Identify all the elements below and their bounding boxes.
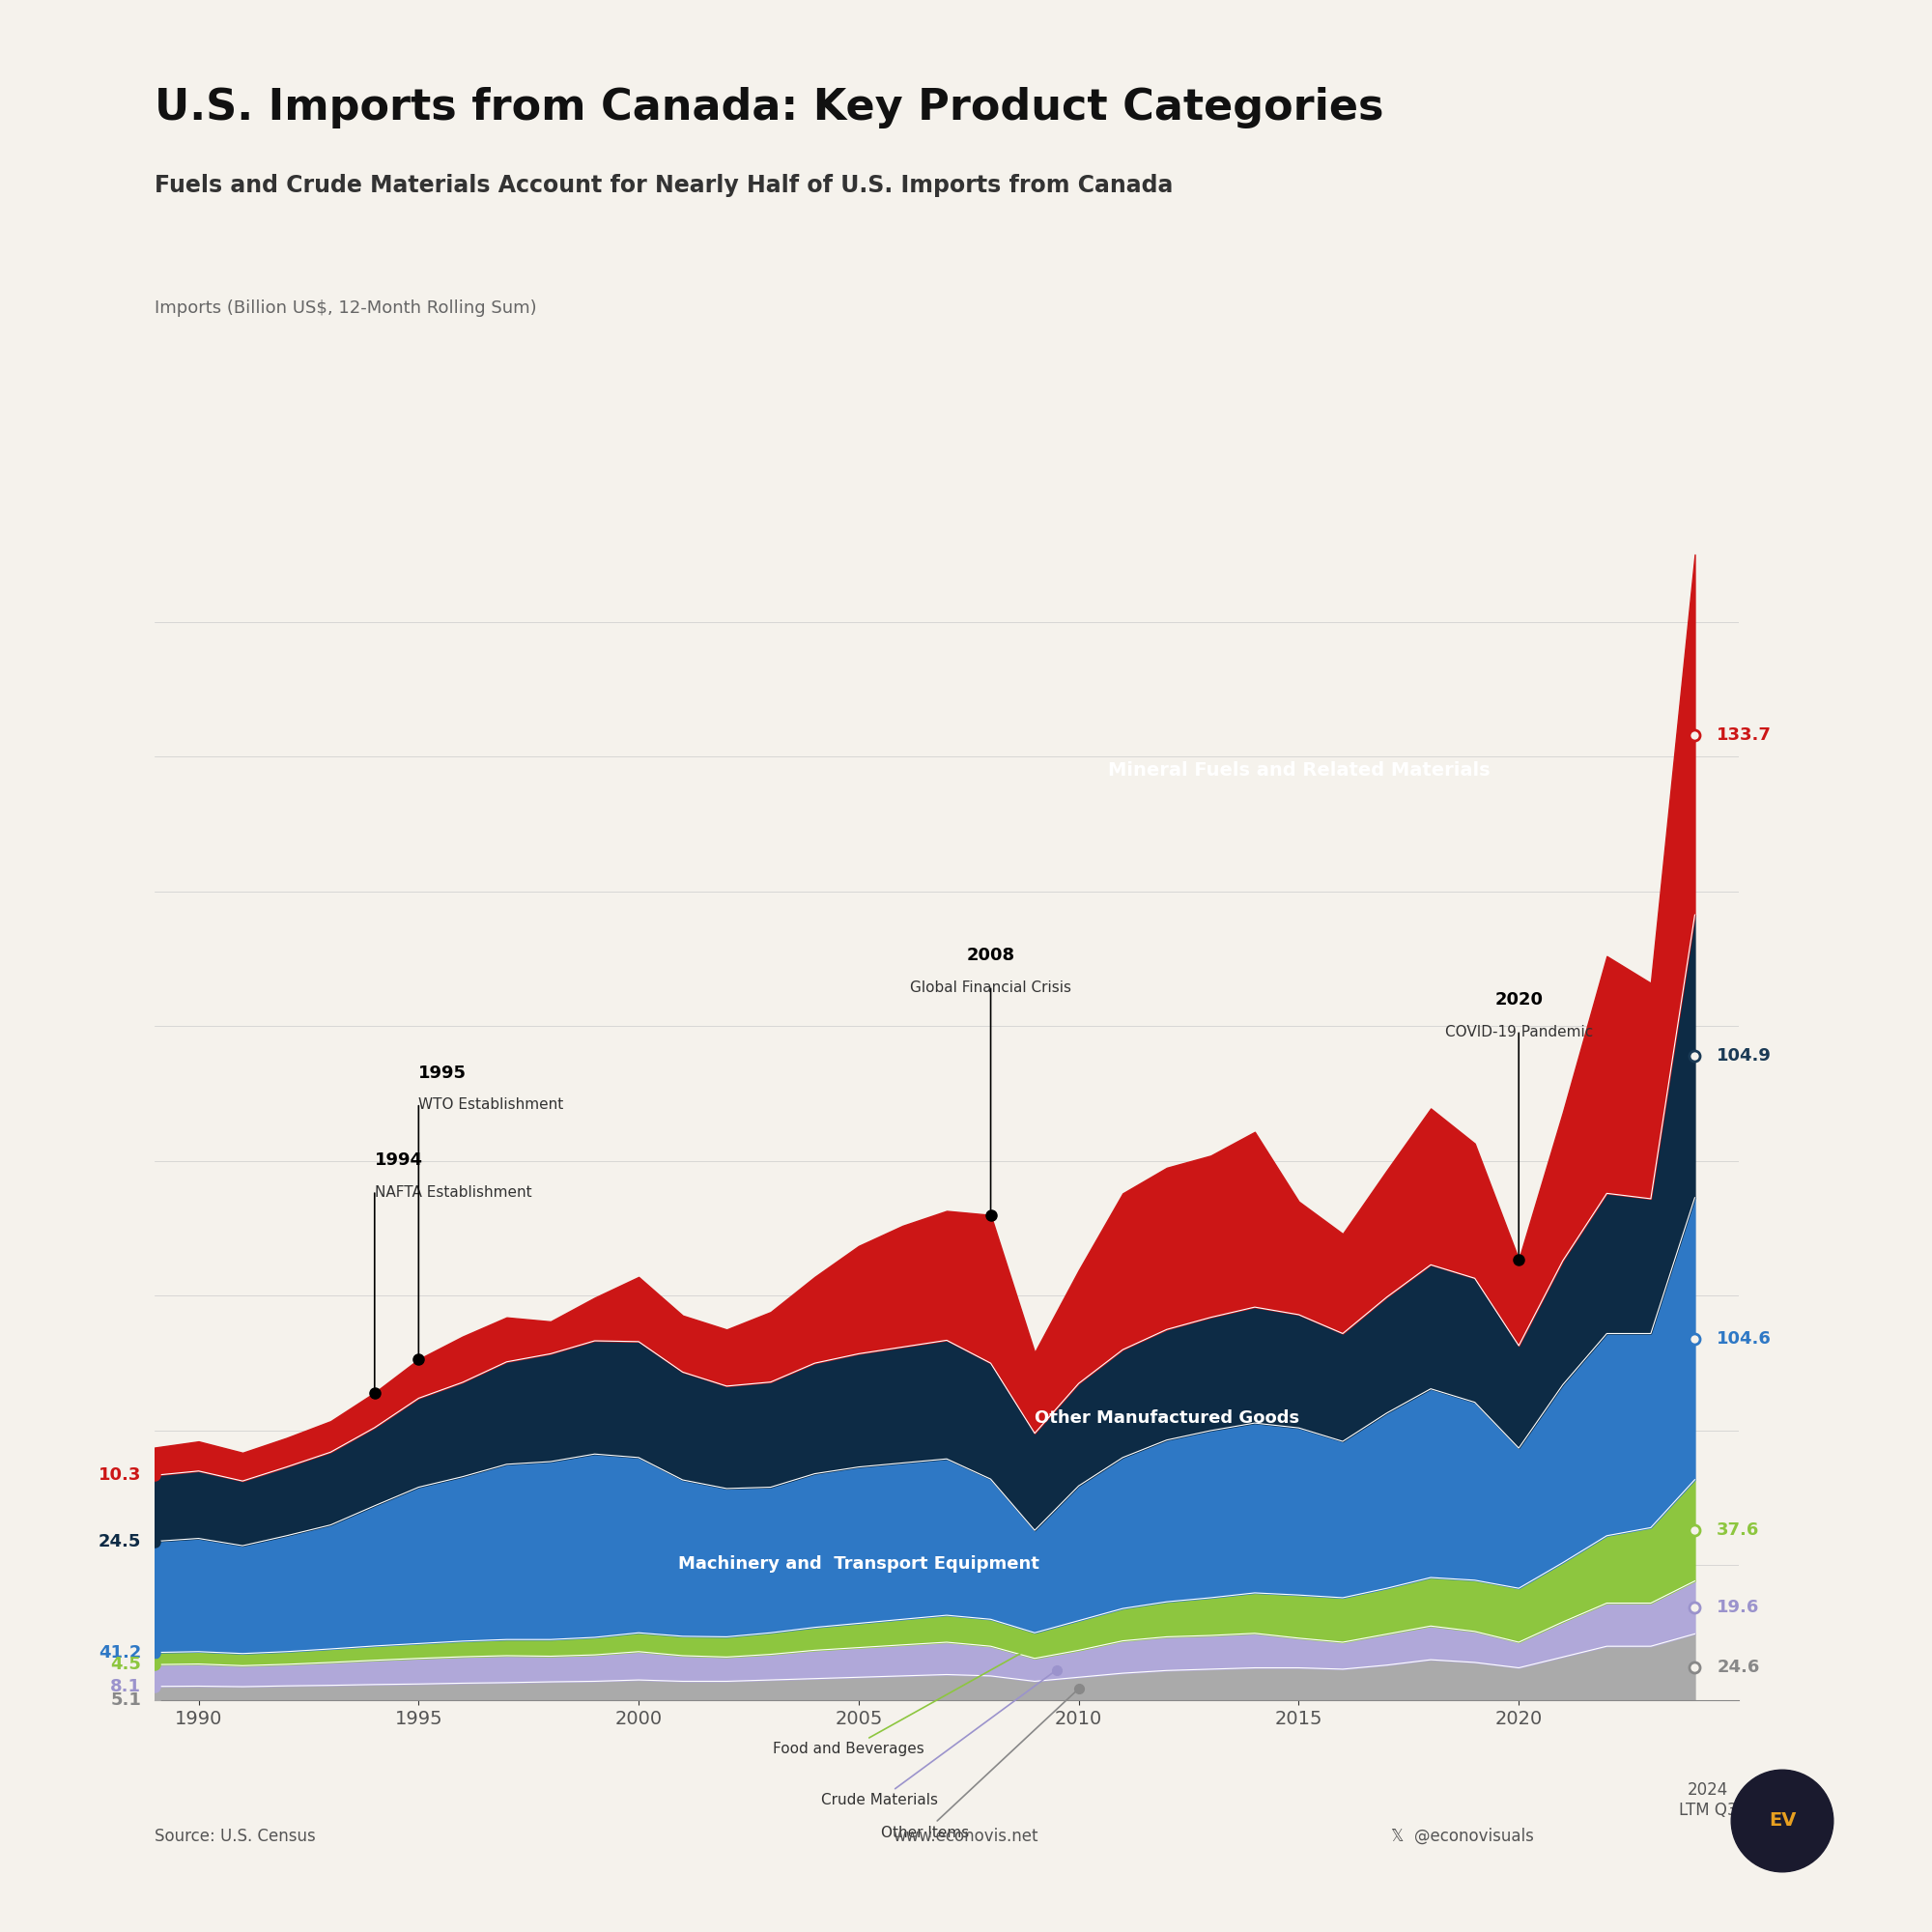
- Text: COVID-19 Pandemic: COVID-19 Pandemic: [1445, 1024, 1592, 1039]
- Text: 2024
LTM Q3: 2024 LTM Q3: [1679, 1781, 1737, 1818]
- Text: www.econovis.net: www.econovis.net: [893, 1828, 1039, 1845]
- Circle shape: [1731, 1770, 1833, 1872]
- Text: Imports (Billion US$, 12-Month Rolling Sum): Imports (Billion US$, 12-Month Rolling S…: [155, 299, 537, 317]
- Text: Fuels and Crude Materials Account for Nearly Half of U.S. Imports from Canada: Fuels and Crude Materials Account for Ne…: [155, 174, 1173, 197]
- Text: 10.3: 10.3: [99, 1466, 141, 1484]
- Text: NAFTA Establishment: NAFTA Establishment: [375, 1184, 531, 1200]
- Text: 1994: 1994: [375, 1151, 423, 1169]
- Text: Food and Beverages: Food and Beverages: [773, 1646, 1032, 1756]
- Text: Crude Materials: Crude Materials: [821, 1671, 1055, 1808]
- Text: 24.5: 24.5: [99, 1532, 141, 1549]
- Text: 𝕏  @econovisuals: 𝕏 @econovisuals: [1391, 1828, 1534, 1845]
- Text: 24.6: 24.6: [1718, 1658, 1760, 1675]
- Text: 8.1: 8.1: [110, 1677, 141, 1694]
- Text: 41.2: 41.2: [99, 1644, 141, 1662]
- Text: 133.7: 133.7: [1718, 726, 1772, 744]
- Text: WTO Establishment: WTO Establishment: [419, 1097, 564, 1113]
- Text: Mineral Fuels and Related Materials: Mineral Fuels and Related Materials: [1107, 761, 1490, 781]
- Text: 104.9: 104.9: [1718, 1047, 1772, 1065]
- Text: 104.6: 104.6: [1718, 1329, 1772, 1347]
- Text: EV: EV: [1768, 1812, 1797, 1830]
- Text: Machinery and  Transport Equipment: Machinery and Transport Equipment: [678, 1555, 1039, 1573]
- Text: Source: U.S. Census: Source: U.S. Census: [155, 1828, 315, 1845]
- Text: Other Manufactured Goods: Other Manufactured Goods: [1034, 1410, 1298, 1428]
- Text: Other Items: Other Items: [881, 1690, 1076, 1839]
- Text: Global Financial Crisis: Global Financial Crisis: [910, 980, 1072, 995]
- Text: 19.6: 19.6: [1718, 1600, 1760, 1615]
- Text: 4.5: 4.5: [110, 1656, 141, 1673]
- Text: 2008: 2008: [966, 947, 1014, 964]
- Text: 2020: 2020: [1495, 991, 1544, 1009]
- Text: 5.1: 5.1: [110, 1692, 141, 1708]
- Text: 37.6: 37.6: [1718, 1522, 1760, 1540]
- Text: 1995: 1995: [419, 1065, 468, 1082]
- Text: U.S. Imports from Canada: Key Product Categories: U.S. Imports from Canada: Key Product Ca…: [155, 87, 1383, 128]
